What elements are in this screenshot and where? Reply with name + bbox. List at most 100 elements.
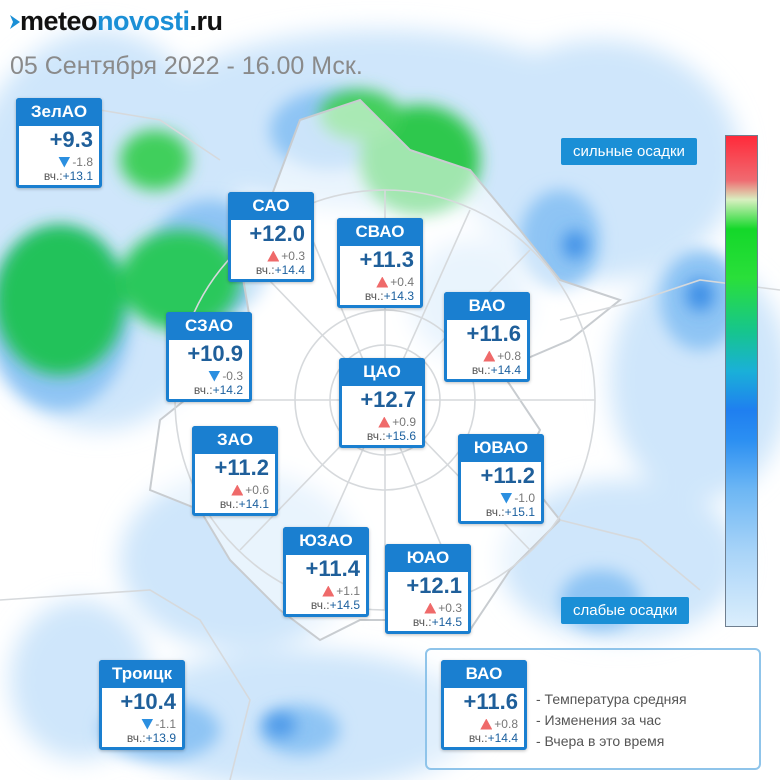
change-value: +0.6 xyxy=(245,483,269,497)
yesterday-label: вч.: xyxy=(485,505,505,519)
hourly-change: +0.3 xyxy=(267,249,305,263)
change-value: +0.4 xyxy=(390,275,414,289)
yesterday-temp: +15.6 xyxy=(385,429,416,443)
hourly-change: +0.6 xyxy=(231,483,269,497)
district-card-sao[interactable]: САО +12.0 +0.3 вч.:+14.4 xyxy=(228,192,314,282)
district-card-troitsk[interactable]: Троицк +10.4 -1.1 вч.:+13.9 xyxy=(99,660,185,750)
change-value: +0.8 xyxy=(494,717,518,731)
hourly-change: +0.4 xyxy=(376,275,414,289)
yesterday-temp: +14.5 xyxy=(329,598,360,612)
temperature-value: +12.7 xyxy=(360,387,416,412)
district-card-yuao[interactable]: ЮАО +12.1 +0.3 вч.:+14.5 xyxy=(385,544,471,634)
district-name: ЦАО xyxy=(339,358,425,386)
yesterday-temp: +14.4 xyxy=(487,731,518,745)
district-name: ЗАО xyxy=(192,426,278,454)
yesterday-value: вч.:+14.4 xyxy=(472,363,521,377)
district-card-zao[interactable]: ЗАО +11.2 +0.6 вч.:+14.1 xyxy=(192,426,278,516)
hourly-change: -0.3 xyxy=(208,369,243,383)
hourly-change: +0.3 xyxy=(424,601,462,615)
hourly-change: +1.1 xyxy=(322,584,360,598)
trend-up-icon xyxy=(231,484,244,496)
hourly-change: -1.8 xyxy=(58,155,93,169)
yesterday-temp: +13.1 xyxy=(62,169,93,183)
hourly-change: +0.9 xyxy=(378,415,416,429)
district-name: Троицк xyxy=(99,660,185,688)
district-card-vao[interactable]: ВАО +11.6 +0.8 вч.:+14.4 xyxy=(444,292,530,382)
yesterday-temp: +13.9 xyxy=(145,731,176,745)
yesterday-label: вч.: xyxy=(310,598,330,612)
district-card-svao[interactable]: СВАО +11.3 +0.4 вч.:+14.3 xyxy=(337,218,423,308)
change-value: +0.8 xyxy=(497,349,521,363)
legend-sample-card: ВАО +11.6 +0.8 вч.:+14.4 xyxy=(441,660,527,750)
change-value: -0.3 xyxy=(222,369,243,383)
trend-up-icon xyxy=(424,602,437,614)
district-card-cao[interactable]: ЦАО +12.7 +0.9 вч.:+15.6 xyxy=(339,358,425,448)
temperature-value: +12.1 xyxy=(406,573,462,598)
yesterday-value: вч.:+13.9 xyxy=(127,731,176,745)
legend-item-average-temperature: - Температура средняя xyxy=(536,691,687,707)
yesterday-value: вч.:+15.6 xyxy=(367,429,416,443)
change-value: +1.1 xyxy=(336,584,360,598)
change-value: -1.8 xyxy=(72,155,93,169)
logo-text-meteo: meteo xyxy=(20,6,98,36)
change-value: -1.1 xyxy=(155,717,176,731)
district-card-yuvao[interactable]: ЮВАО +11.2 -1.0 вч.:+15.1 xyxy=(458,434,544,524)
trend-down-icon xyxy=(141,718,154,730)
precipitation-scale-bar xyxy=(725,135,758,627)
district-name: ЮЗАО xyxy=(283,527,369,555)
yesterday-temp: +14.1 xyxy=(238,497,269,511)
trend-up-icon xyxy=(480,718,493,730)
temperature-value: +12.0 xyxy=(249,221,305,246)
yesterday-value: вч.:+15.1 xyxy=(486,505,535,519)
hourly-change: -1.1 xyxy=(141,717,176,731)
trend-down-icon xyxy=(208,370,221,382)
temperature-value: +11.2 xyxy=(480,463,535,488)
hourly-change: +0.8 xyxy=(483,349,521,363)
change-value: +0.9 xyxy=(392,415,416,429)
yesterday-label: вч.: xyxy=(43,169,63,183)
trend-up-icon xyxy=(376,276,389,288)
temperature-value: +11.4 xyxy=(305,556,360,581)
district-card-yuzao[interactable]: ЮЗАО +11.4 +1.1 вч.:+14.5 xyxy=(283,527,369,617)
logo-mark-icon xyxy=(10,15,20,29)
temperature-value: +9.3 xyxy=(49,127,93,152)
yesterday-label: вч.: xyxy=(412,615,432,629)
hourly-change: -1.0 xyxy=(500,491,535,505)
yesterday-label: вч.: xyxy=(219,497,239,511)
yesterday-temp: +14.5 xyxy=(431,615,462,629)
yesterday-value: вч.:+14.3 xyxy=(365,289,414,303)
yesterday-value: вч.:+14.4 xyxy=(469,731,518,745)
yesterday-label: вч.: xyxy=(193,383,213,397)
temperature-value: +11.6 xyxy=(466,321,521,346)
district-name: СЗАО xyxy=(166,312,252,340)
logo-text-novosti: novosti xyxy=(97,6,190,36)
yesterday-value: вч.:+14.5 xyxy=(311,598,360,612)
trend-up-icon xyxy=(322,585,335,597)
logo-text-domain: .ru xyxy=(189,6,224,36)
district-card-szao[interactable]: СЗАО +10.9 -0.3 вч.:+14.2 xyxy=(166,312,252,402)
yesterday-label: вч.: xyxy=(364,289,384,303)
temperature-value: +11.3 xyxy=(359,247,414,272)
scale-label-heavy: сильные осадки xyxy=(561,138,697,165)
change-value: -1.0 xyxy=(514,491,535,505)
forecast-datetime: 05 Сентября 2022 - 16.00 Мск. xyxy=(10,52,363,80)
district-name: ВАО xyxy=(441,660,527,688)
yesterday-temp: +14.4 xyxy=(490,363,521,377)
district-name: СВАО xyxy=(337,218,423,246)
yesterday-label: вч.: xyxy=(468,731,488,745)
district-name: ЗелАО xyxy=(16,98,102,126)
trend-up-icon xyxy=(267,250,280,262)
temperature-value: +10.4 xyxy=(120,689,176,714)
site-logo[interactable]: meteonovosti.ru xyxy=(20,6,223,37)
yesterday-label: вч.: xyxy=(471,363,491,377)
district-card-zelao[interactable]: ЗелАО +9.3 -1.8 вч.:+13.1 xyxy=(16,98,102,188)
yesterday-temp: +14.2 xyxy=(212,383,243,397)
legend-item-hourly-change: - Изменения за час xyxy=(536,712,662,728)
district-name: ВАО xyxy=(444,292,530,320)
yesterday-value: вч.:+14.4 xyxy=(256,263,305,277)
yesterday-label: вч.: xyxy=(366,429,386,443)
trend-up-icon xyxy=(378,416,391,428)
district-name: ЮАО xyxy=(385,544,471,572)
trend-down-icon xyxy=(500,492,513,504)
temperature-value: +11.2 xyxy=(214,455,269,480)
